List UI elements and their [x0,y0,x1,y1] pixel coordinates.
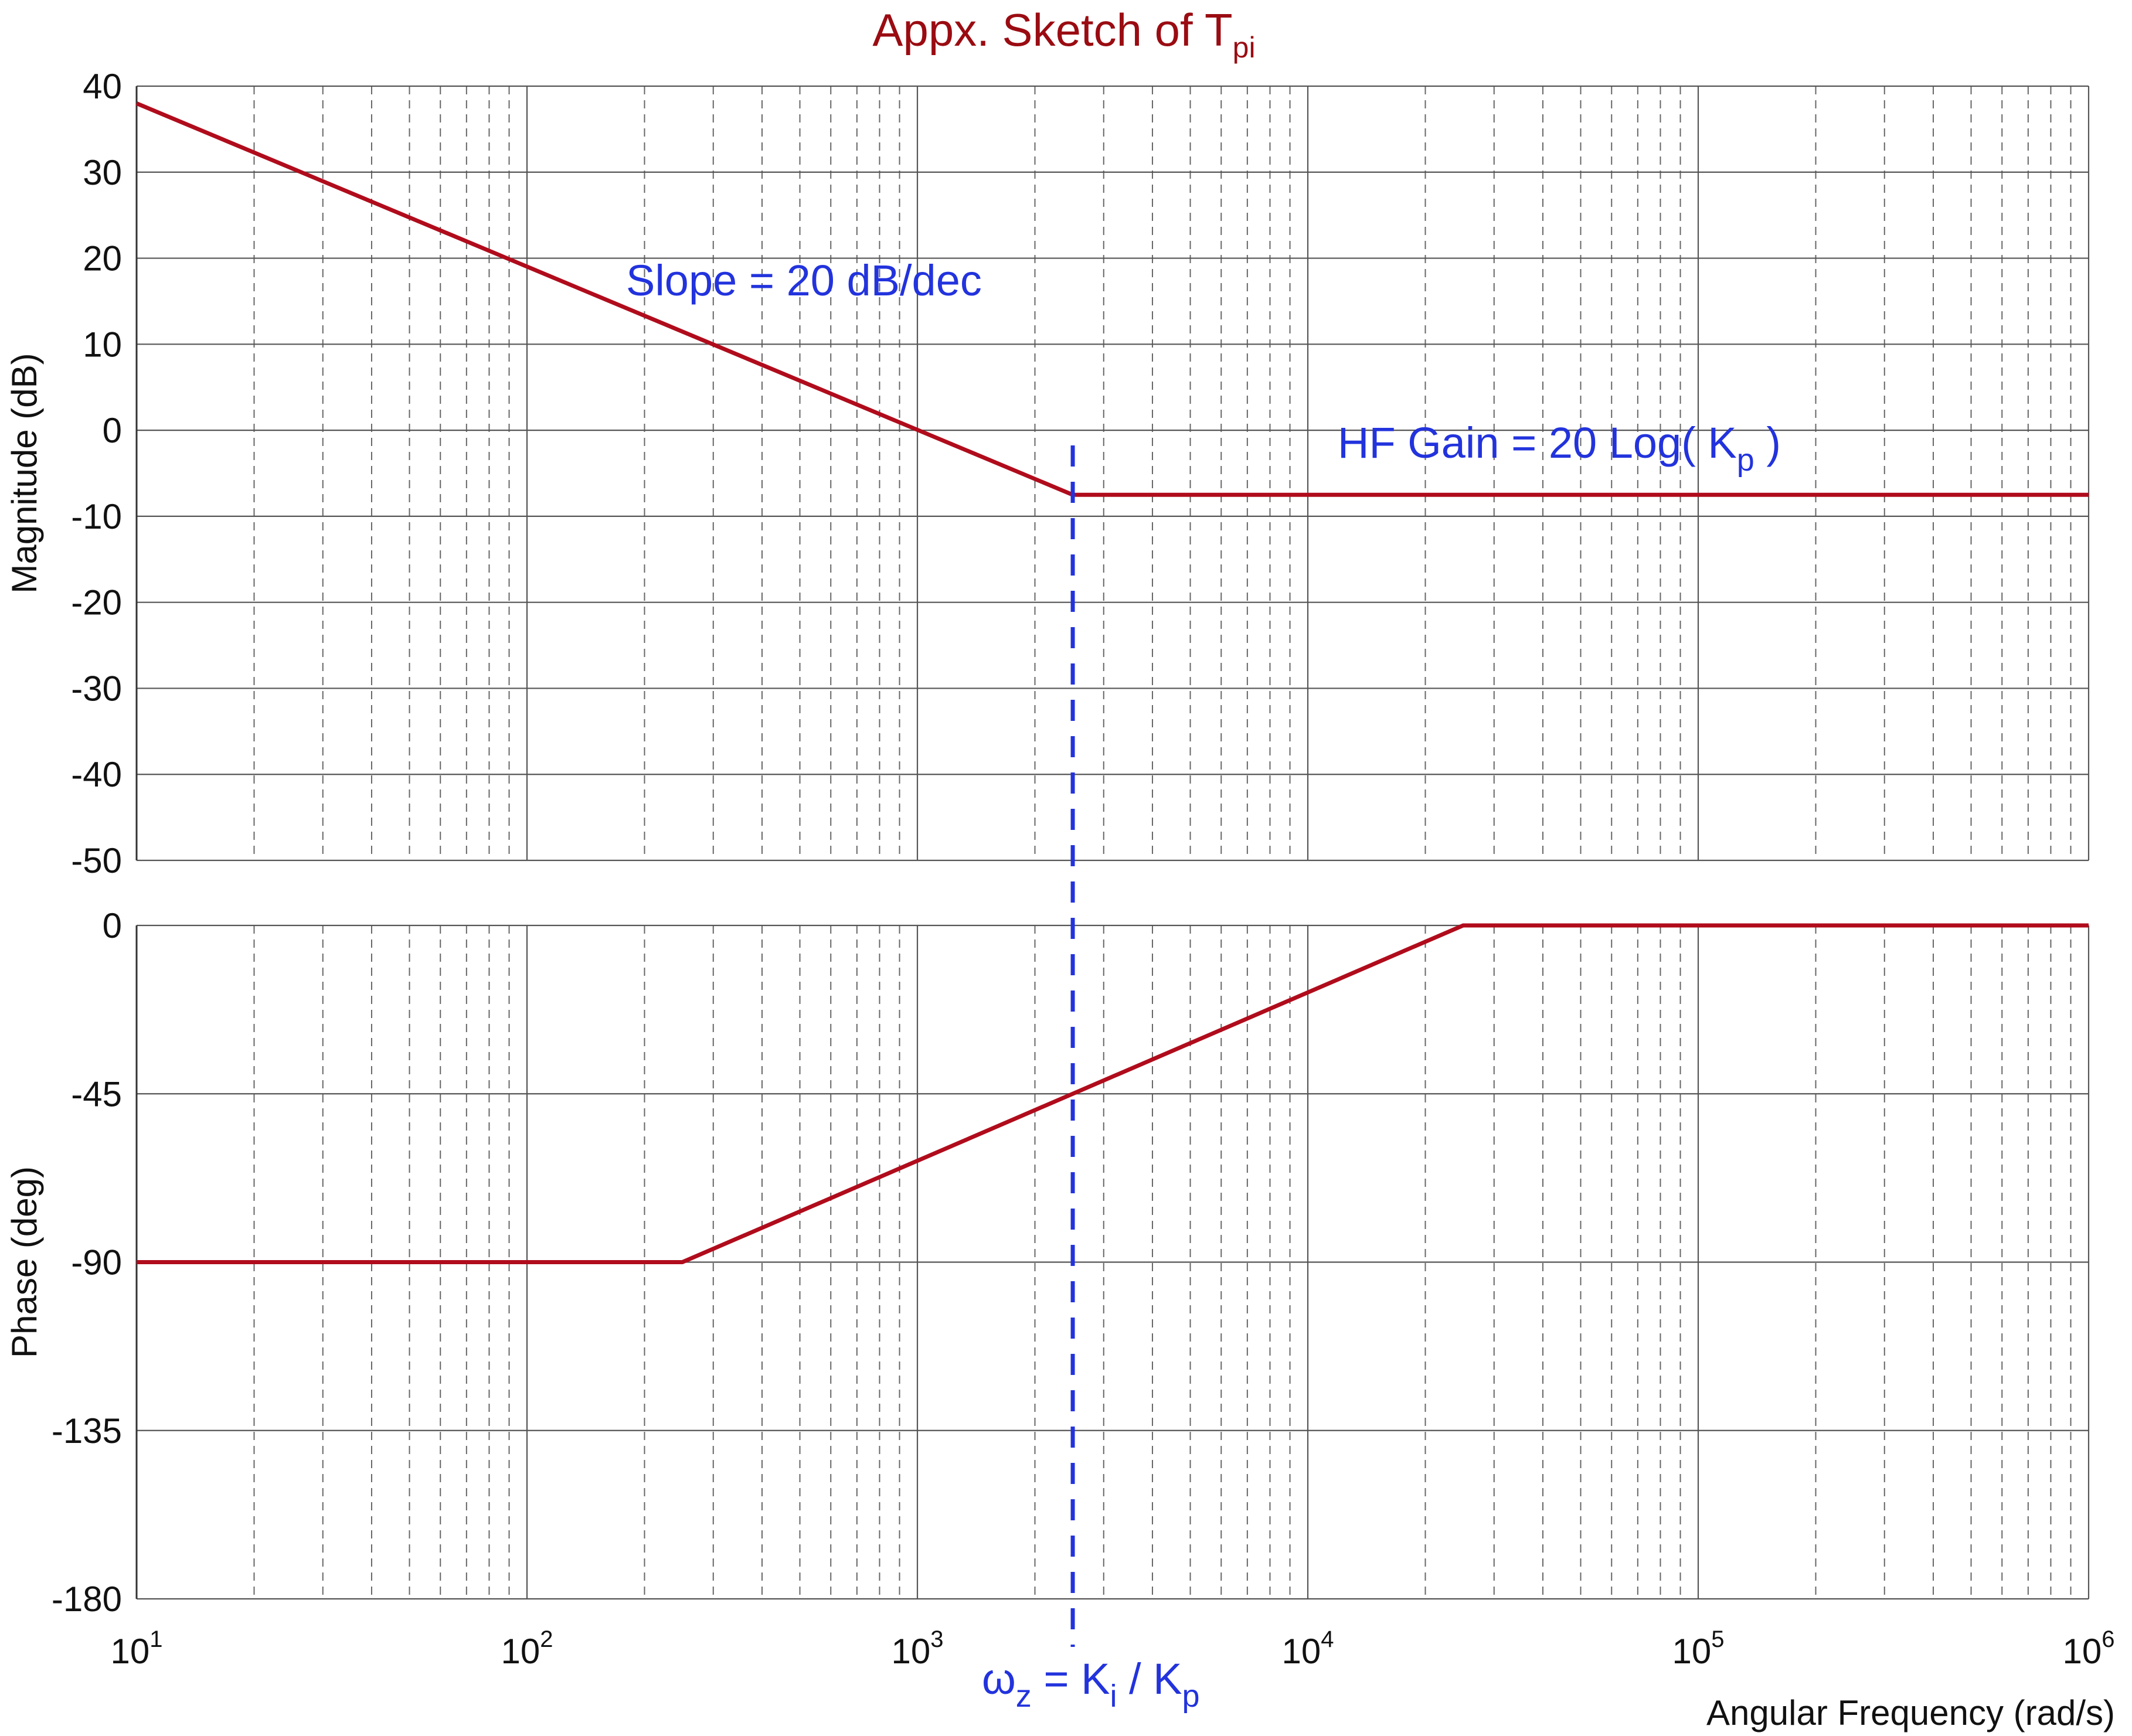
y-axis-label: Phase (deg) [5,1166,44,1358]
y-tick-label: -50 [71,841,122,880]
x-tick-label: 105 [1672,1626,1725,1671]
x-tick-label: 106 [2063,1626,2115,1671]
y-tick-label: -135 [52,1411,122,1451]
y-tick-label: 20 [83,239,122,278]
x-tick-label: 104 [1282,1626,1334,1671]
x-axis-label: Angular Frequency (rad/s) [1706,1693,2115,1732]
x-tick-label: 101 [111,1626,163,1671]
y-tick-label: 0 [103,411,122,450]
y-tick-label: 40 [83,67,122,106]
phase-series-line [137,923,2089,1264]
y-tick-label: -20 [71,583,122,622]
x-tick-label: 103 [892,1626,944,1671]
y-tick-label: -45 [71,1074,122,1114]
chart-title: Appx. Sketch of Tpi [872,4,1255,64]
y-tick-label: -40 [71,755,122,794]
magnitude-series-line [135,101,2089,497]
y-axis-label: Magnitude (dB) [5,353,44,593]
y-tick-label: -30 [71,669,122,708]
slope-annotation: Slope = 20 dB/dec [626,256,982,305]
omega-z-annotation: ωz = Ki / Kp [982,1655,1200,1714]
y-tick-label: -90 [71,1243,122,1282]
y-tick-label: 30 [83,153,122,192]
y-tick-label: 10 [83,325,122,364]
y-tick-label: 0 [103,906,122,945]
x-tick-label: 102 [501,1626,553,1671]
y-tick-label: -180 [52,1580,122,1619]
y-tick-label: -10 [71,497,122,536]
hf-gain-annotation: HF Gain = 20 Log( Kp ) [1338,418,1781,478]
